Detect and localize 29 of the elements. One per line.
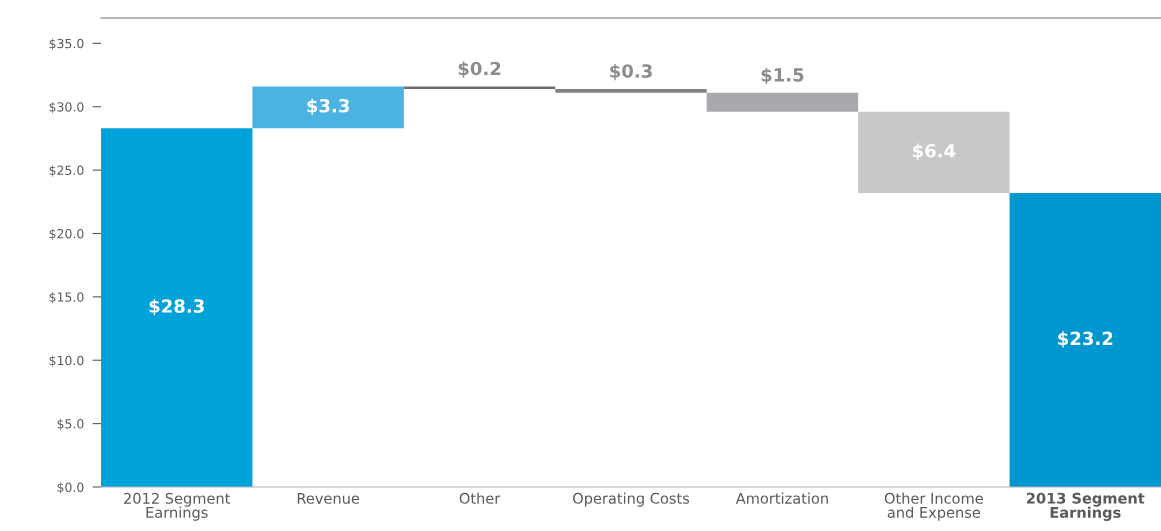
bar bbox=[706, 92, 859, 112]
data-label: $28.3 bbox=[149, 298, 204, 316]
data-label: $0.3 bbox=[610, 63, 652, 81]
bar bbox=[403, 86, 556, 89]
x-tick-label: 2012 Segment Earnings bbox=[124, 492, 231, 521]
data-label: $1.5 bbox=[761, 67, 804, 85]
data-label: $23.2 bbox=[1058, 331, 1113, 348]
bar bbox=[555, 88, 707, 93]
data-label: $0.2 bbox=[458, 61, 501, 78]
x-tick-label: Amortization bbox=[735, 492, 828, 504]
y-tick-label: $10.0 bbox=[49, 355, 84, 367]
x-tick-label: Other Income and Expense bbox=[884, 492, 983, 521]
x-tick-label: 2013 Segment Earnings bbox=[1026, 492, 1145, 521]
bar bbox=[101, 128, 253, 487]
y-tick-label: $20.0 bbox=[49, 228, 84, 241]
y-tick-label: $35.0 bbox=[49, 38, 84, 50]
y-tick-label: $15.0 bbox=[49, 292, 84, 304]
x-tick-label: Revenue bbox=[297, 493, 360, 504]
y-tick-label: $5.0 bbox=[57, 418, 84, 431]
x-tick-label: Operating Costs bbox=[573, 492, 690, 507]
bar bbox=[858, 111, 1010, 193]
y-tick-label: $25.0 bbox=[49, 165, 84, 177]
data-label: $6.4 bbox=[912, 143, 956, 160]
y-tick-label: $30.0 bbox=[49, 101, 84, 114]
y-tick-label: $0.0 bbox=[57, 482, 84, 494]
bar bbox=[252, 86, 404, 129]
x-tick-label: Other bbox=[459, 492, 501, 504]
data-label: $3.3 bbox=[307, 98, 349, 115]
bar bbox=[1009, 192, 1161, 487]
